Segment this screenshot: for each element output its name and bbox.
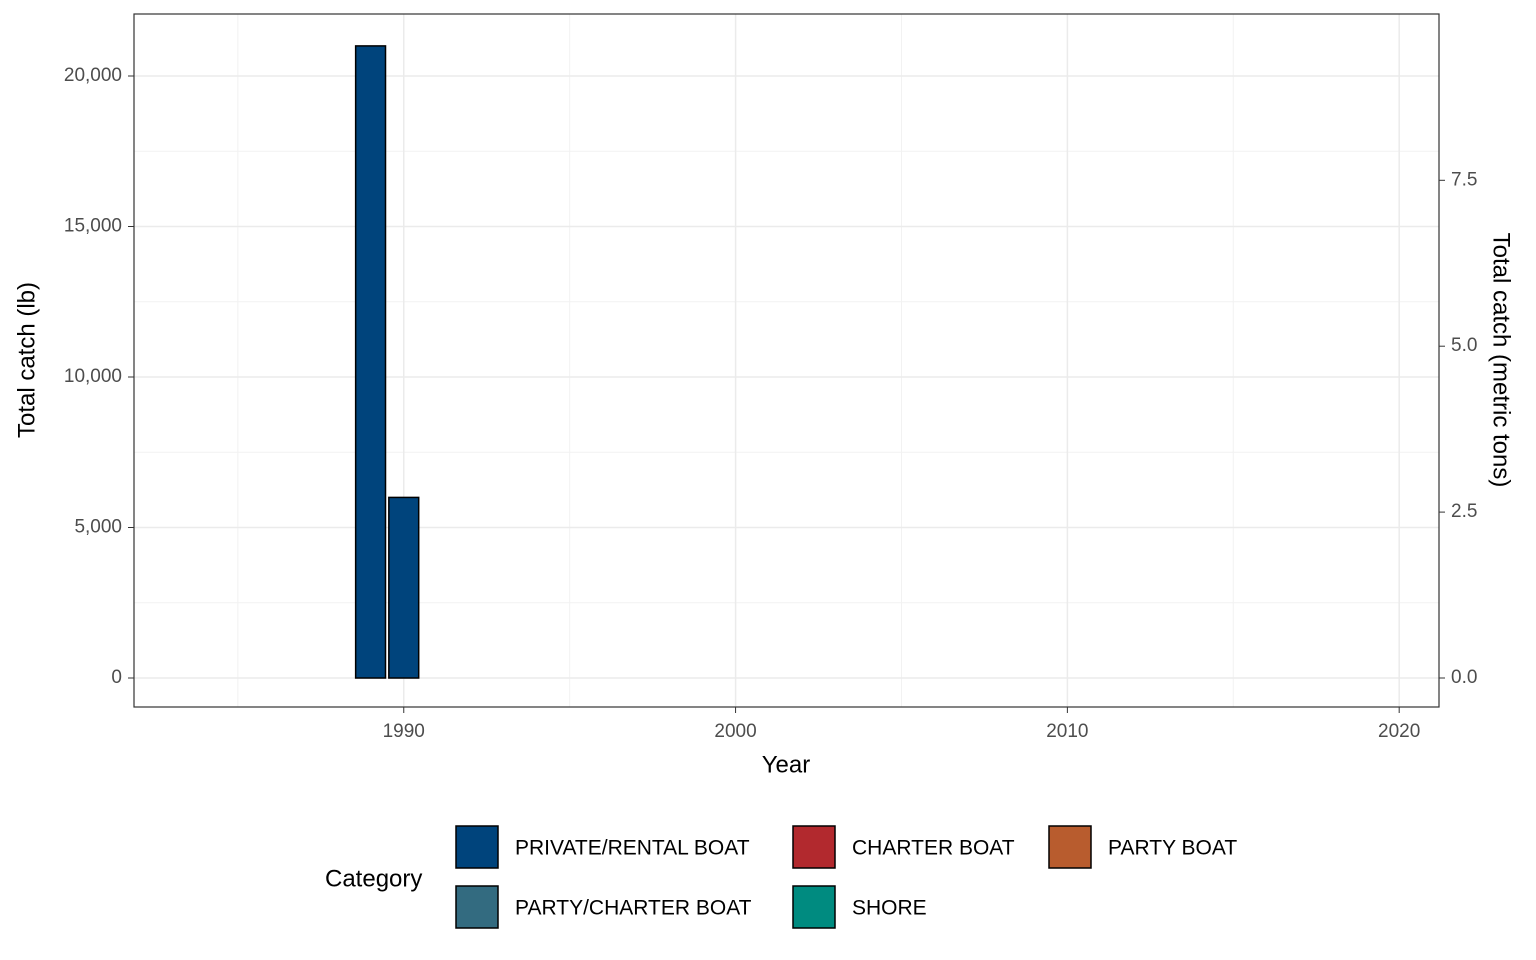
y2-tick-label: 7.5 [1451,169,1477,190]
bar [388,496,420,679]
y-tick-label: 0 [111,667,122,688]
legend-key [1048,825,1092,869]
legend-label: SHORE [852,897,927,920]
x-tick-label: 2000 [714,721,756,742]
legend-key [792,825,836,869]
y-tick-label: 10,000 [64,366,122,387]
legend-key [455,825,499,869]
x-tick-label: 2020 [1378,721,1420,742]
bar [354,45,387,679]
legend-label: PARTY BOAT [1108,837,1237,860]
legend-title: Category [325,865,422,892]
bars [354,45,420,679]
legend-key [455,885,499,929]
legend-label: PRIVATE/RENTAL BOAT [515,837,750,860]
y2-axis-title: Total catch (metric tons) [1488,233,1515,488]
y2-tick-label: 0.0 [1451,667,1477,688]
y-tick-label: 20,000 [64,65,122,86]
x-tick-label: 2010 [1046,721,1088,742]
y2-tick-label: 5.0 [1451,335,1477,356]
y-tick-label: 5,000 [74,517,122,538]
plot-border [133,13,1440,708]
y2-tick-label: 2.5 [1451,501,1477,522]
y-axis-title: Total catch (lb) [13,282,40,438]
legend-label: CHARTER BOAT [852,837,1015,860]
y-tick-label: 15,000 [64,216,122,237]
x-tick-label: 1990 [383,721,425,742]
x-axis-title: Year [762,751,811,778]
grid [134,14,1439,707]
legend-key [792,885,836,929]
legend-label: PARTY/CHARTER BOAT [515,897,752,920]
